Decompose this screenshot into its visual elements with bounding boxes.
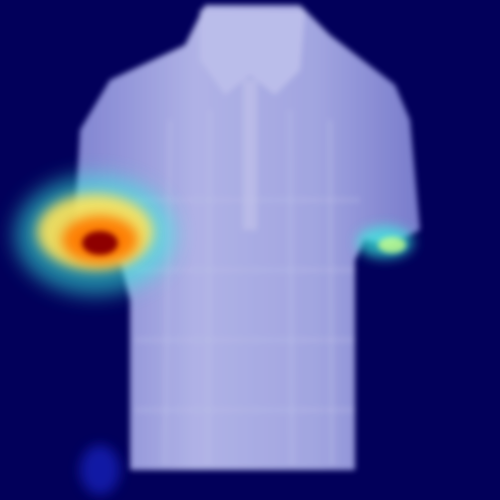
heat-spot-right-cuff	[357, 226, 413, 258]
shirt-silhouette	[75, 5, 420, 470]
heat-glow-lower-left	[80, 445, 120, 495]
heat-spot-left-sleeve	[15, 175, 175, 295]
